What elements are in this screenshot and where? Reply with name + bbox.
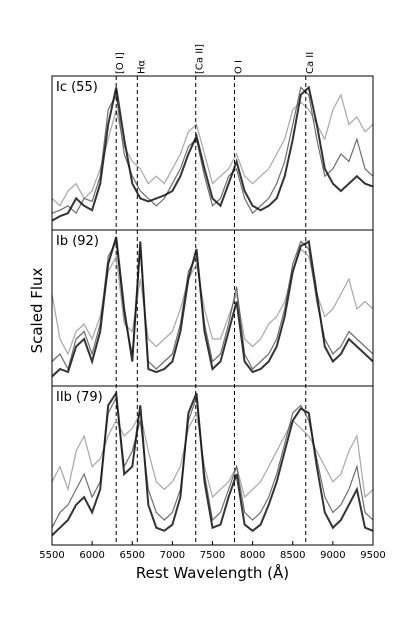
spectrum: [51, 236, 374, 378]
spectrum: [51, 85, 374, 222]
x-tick-label: 5500: [39, 550, 64, 561]
x-tick-label: 7000: [160, 550, 185, 561]
x-tick-label: 8500: [280, 550, 305, 561]
x-tick-label: 6000: [79, 550, 104, 561]
y-axis-label: Scaled Flux: [28, 267, 46, 353]
line-label: [Ca II]: [195, 44, 206, 74]
spectrum: [51, 86, 374, 215]
x-tick-label: 9000: [320, 550, 345, 561]
line-label: Ca II: [305, 52, 316, 74]
spectrum: [51, 390, 374, 537]
panel-label: Ic (55): [56, 80, 98, 95]
line-label: O I: [233, 60, 244, 74]
x-tick-label: 8000: [240, 550, 265, 561]
x-axis-label: Rest Wavelength (Å): [136, 563, 289, 582]
x-tick-label: 6500: [120, 550, 145, 561]
line-label: [O I]: [115, 52, 126, 74]
x-tick-label: 7500: [200, 550, 225, 561]
panel-label: Ib (92): [56, 234, 99, 249]
line-label: Hα: [136, 59, 147, 74]
panel-label: IIb (79): [56, 390, 103, 405]
x-tick-label: 9500: [360, 550, 385, 561]
